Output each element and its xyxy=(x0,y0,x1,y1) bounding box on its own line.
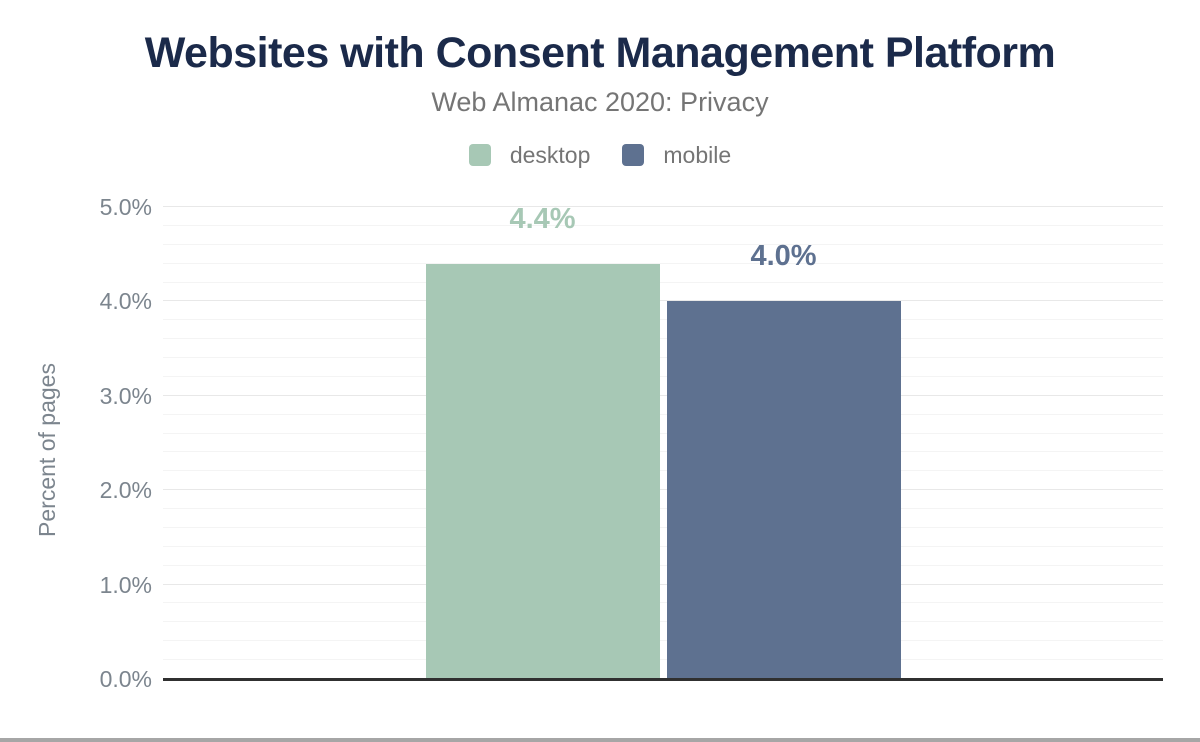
minor-gridline xyxy=(163,602,1163,604)
y-tick-5.0%: 5.0% xyxy=(99,194,152,220)
y-tick-3.0%: 3.0% xyxy=(99,382,152,409)
major-gridline xyxy=(163,300,1163,302)
x-axis-line xyxy=(163,678,1163,681)
major-gridline xyxy=(163,489,1163,491)
bar-desktop xyxy=(425,263,660,679)
legend-label-mobile: mobile xyxy=(663,141,732,168)
minor-gridline xyxy=(163,640,1163,642)
minor-gridline xyxy=(163,564,1163,566)
legend-swatch-mobile xyxy=(622,144,645,166)
minor-gridline xyxy=(163,319,1163,321)
minor-gridline xyxy=(163,621,1163,623)
legend-item-mobile: mobile xyxy=(622,142,731,169)
chart-title: Websites with Consent Management Platfor… xyxy=(144,29,1056,77)
major-gridline xyxy=(163,206,1163,207)
minor-gridline xyxy=(163,451,1163,453)
minor-gridline xyxy=(163,262,1163,264)
minor-gridline xyxy=(163,545,1163,547)
major-gridline xyxy=(163,583,1163,585)
minor-gridline xyxy=(163,413,1163,415)
plot-area: 4.4% 4.0% xyxy=(163,203,1163,679)
legend-item-desktop: desktop xyxy=(468,141,591,169)
minor-gridline xyxy=(163,432,1163,434)
minor-gridline xyxy=(163,357,1163,359)
minor-gridline xyxy=(163,508,1163,510)
y-axis-tick-labels: 0.0% 1.0% 2.0% 3.0% 4.0% 5.0% xyxy=(0,0,152,742)
y-tick-0.0%: 0.0% xyxy=(99,666,152,692)
minor-gridline xyxy=(163,470,1163,472)
y-tick-1.0%: 1.0% xyxy=(99,571,152,598)
minor-gridline xyxy=(163,375,1163,377)
minor-gridline xyxy=(163,659,1163,661)
y-tick-2.0%: 2.0% xyxy=(99,477,152,504)
minor-gridline xyxy=(163,338,1163,340)
y-tick-4.0%: 4.0% xyxy=(99,288,152,315)
chart-subtitle: Web Almanac 2020: Privacy xyxy=(431,87,769,117)
legend-swatch-desktop xyxy=(468,144,491,166)
minor-gridline xyxy=(163,243,1163,245)
minor-gridline xyxy=(163,281,1163,283)
chart-legend: desktop mobile xyxy=(0,142,1200,168)
minor-gridline xyxy=(163,224,1163,226)
minor-gridline xyxy=(163,526,1163,528)
bar-mobile xyxy=(666,301,901,679)
bar-value-label-desktop: 4.4% xyxy=(509,202,576,235)
legend-label-desktop: desktop xyxy=(509,141,591,168)
major-gridline xyxy=(163,394,1163,396)
bar-value-label-mobile: 4.0% xyxy=(750,240,817,273)
window-edge-strip xyxy=(0,738,1200,742)
